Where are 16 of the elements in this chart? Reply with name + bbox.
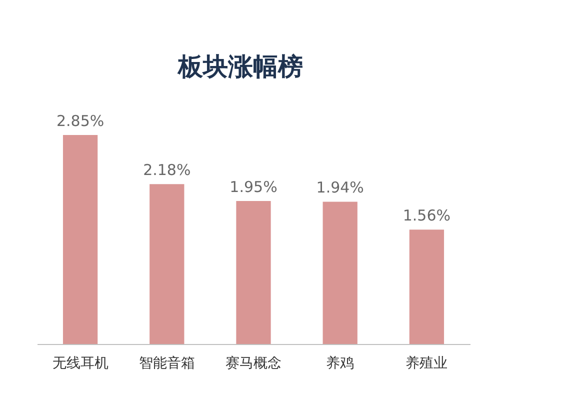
data-label: 1.94% [316,178,364,197]
bar [322,202,358,344]
bar [62,135,98,344]
x-tick-label: 赛马概念 [226,356,282,372]
data-label: 2.85% [56,112,104,130]
data-label: 1.95% [230,178,278,196]
bar [150,184,184,344]
x-tick-label: 智能音箱 [138,356,195,372]
x-tick-label: 无线耳机 [52,356,108,372]
bar [409,230,444,344]
x-tick-label: 养殖业 [406,356,448,372]
chart-title: 板块涨幅榜 [177,52,303,81]
data-label: 2.18% [143,161,191,180]
x-tick-label: 养鸡 [326,356,354,372]
data-label: 1.56% [402,206,451,225]
bar [236,201,271,344]
